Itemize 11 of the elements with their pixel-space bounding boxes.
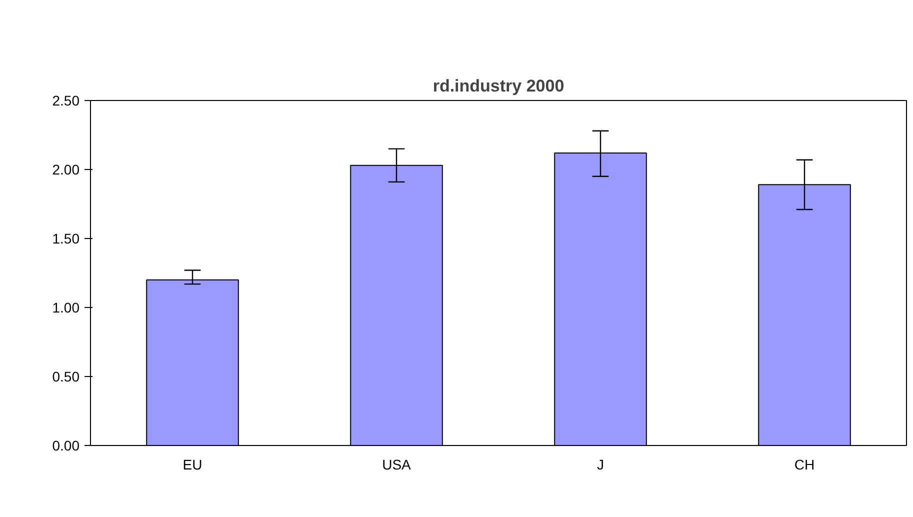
y-tick-label: 1.00	[52, 300, 80, 316]
y-tick-label: 0.00	[52, 438, 80, 454]
y-tick-label: 2.00	[52, 162, 80, 178]
chart-title: rd.industry 2000	[432, 76, 564, 96]
y-tick-label: 2.50	[52, 92, 80, 108]
x-tick-label: EU	[182, 456, 202, 472]
x-tick-label: USA	[382, 456, 412, 472]
x-tick-label: J	[597, 456, 604, 472]
x-tick-label: CH	[794, 456, 815, 472]
y-tick-label: 1.50	[52, 230, 80, 246]
y-tick-label: 0.50	[52, 368, 80, 384]
